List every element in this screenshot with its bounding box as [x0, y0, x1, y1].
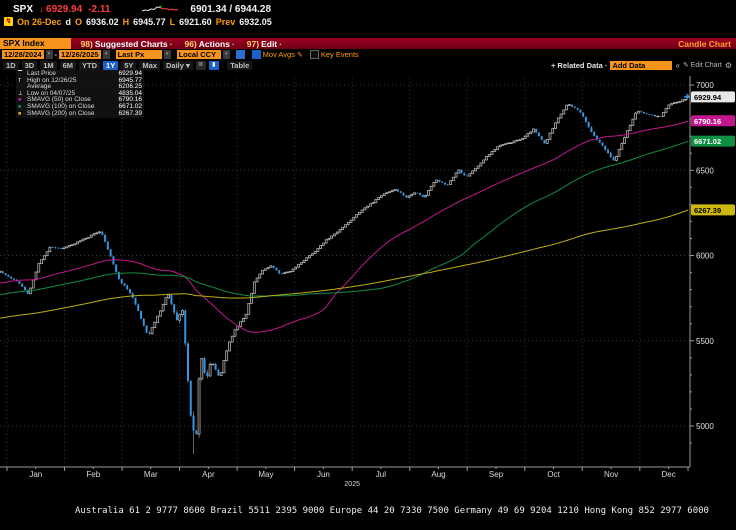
currency-dropdown-icon[interactable]: ▾: [222, 50, 230, 59]
mov-avgs-label[interactable]: Mov Avgs: [262, 50, 295, 59]
menu-item-actions[interactable]: 96) Actions ·: [184, 38, 235, 49]
svg-text:6790.16: 6790.16: [694, 117, 721, 126]
open-value: 6936.02: [86, 16, 119, 27]
period-buttons: 1D 3D 1M 6M YTD 1Y 5Y Max: [3, 60, 160, 70]
calendar-to-icon[interactable]: ▾: [102, 50, 110, 59]
svg-text:Nov: Nov: [604, 470, 618, 479]
down-arrow-icon: ↓: [39, 3, 45, 15]
svg-text:Apr: Apr: [202, 470, 215, 479]
price-field-select[interactable]: Last Px: [115, 50, 162, 59]
frequency-select[interactable]: Daily ▾: [163, 60, 193, 70]
svg-text:6929.94: 6929.94: [694, 93, 722, 102]
high-value: 6945.77: [133, 16, 166, 27]
period-button-6m[interactable]: 6M: [59, 60, 77, 70]
currency-select[interactable]: Local CCY: [176, 50, 221, 59]
last-price: 6929.94: [46, 3, 83, 15]
gear-icon[interactable]: ⚙: [724, 60, 732, 70]
calendar-from-icon[interactable]: ▾: [45, 50, 53, 59]
session-flag: d: [65, 16, 72, 27]
key-events-checkbox[interactable]: [309, 50, 319, 59]
settings-list-icon[interactable]: ≣: [195, 60, 206, 70]
svg-text:2025: 2025: [344, 481, 360, 488]
period-button-5y[interactable]: 5Y: [121, 60, 137, 70]
low-value: 6921.60: [179, 16, 212, 27]
svg-text:Feb: Feb: [86, 470, 100, 479]
svg-text:Jun: Jun: [317, 470, 330, 479]
period-button-1d[interactable]: 1D: [3, 60, 19, 70]
price-change: -2.11: [88, 3, 111, 15]
svg-text:6267.39: 6267.39: [694, 206, 721, 215]
menu-item-edit[interactable]: 97) Edit ·: [246, 38, 282, 49]
chart-area: Jan Feb Mar Apr May Jun Jul Aug Sep Oct Nov Dec 2025…: [0, 68, 736, 488]
date-to-input[interactable]: 12/26/2025: [59, 50, 101, 59]
add-data-input[interactable]: Add Data: [610, 60, 673, 70]
mov-avgs-checkbox[interactable]: [251, 50, 261, 59]
range-dash: -: [54, 50, 58, 59]
legend-row[interactable]: ■ SMAVG (200) on Close 6267.39: [18, 109, 142, 117]
mov-avgs-edit-icon[interactable]: ✎: [296, 51, 303, 59]
chart-type-title: Candle Chart: [678, 38, 731, 49]
prev-label: Prev: [215, 16, 236, 27]
collapse-icon[interactable]: «: [675, 60, 680, 70]
legend-row[interactable]: T High on 12/26/25 6945.77: [18, 76, 142, 84]
svg-text:Aug: Aug: [431, 470, 445, 479]
prev-value: 6932.05: [239, 16, 272, 27]
legend-row[interactable]: ■ SMAVG (100) on Close 6671.02: [18, 102, 142, 110]
period-button-1y[interactable]: 1Y: [103, 60, 119, 70]
svg-text:Dec: Dec: [661, 470, 675, 479]
period-button-max[interactable]: Max: [139, 60, 160, 70]
low-label: L: [169, 16, 176, 27]
svg-text:5000: 5000: [696, 422, 714, 431]
chart-settings-bar: 12/28/2024 ▾ - 12/26/2025 ▾ Last Px ▾ Lo…: [0, 50, 736, 59]
period-button-1m[interactable]: 1M: [40, 60, 57, 70]
date-from-input[interactable]: 12/28/2024: [2, 50, 44, 59]
key-events-label[interactable]: Key Events: [320, 50, 359, 59]
session-label: On 26-Dec: [17, 16, 62, 27]
bid-ask: 6901.34 / 6944.28: [190, 3, 272, 15]
svg-text:6500: 6500: [696, 166, 714, 175]
menu-items: 98) Suggested Charts · 96) Actions · 97) Edit ·: [81, 39, 294, 49]
high-label: H: [122, 16, 130, 27]
candle-chart-canvas[interactable]: Jan Feb Mar Apr May Jun Jul Aug Sep Oct Nov Dec 2025…: [0, 68, 736, 488]
intraday-sparkline: [142, 6, 179, 12]
quote-line-1: SPX ↓ 6929.94 -2.11 6901.34 / 6944.28: [0, 3, 736, 15]
chart-legend[interactable]: ▔ Last Price 6929.94 T High on 12/26/25 6945.…: [16, 70, 144, 119]
menu-item-suggested-charts[interactable]: 98) Suggested Charts ·: [80, 38, 173, 49]
period-bar: 1D 3D 1M 6M YTD 1Y 5Y Max Daily ▾ ≣ ▮ · Table +…: [0, 60, 736, 70]
legend-row[interactable]: ■ SMAVG (50) on Close 6790.16: [18, 96, 142, 104]
table-button[interactable]: Table: [227, 60, 253, 70]
edit-chart-button[interactable]: ✎ Edit Chart: [682, 62, 722, 69]
price-field-dropdown-icon[interactable]: ▾: [163, 50, 171, 59]
period-button-ytd[interactable]: YTD: [79, 60, 101, 70]
svg-text:Oct: Oct: [547, 470, 560, 479]
ticker-symbol: SPX: [13, 3, 34, 15]
related-data-button[interactable]: + Related Data ·: [550, 60, 608, 70]
svg-text:Jul: Jul: [376, 470, 386, 479]
svg-text:May: May: [258, 470, 273, 479]
svg-text:Mar: Mar: [144, 470, 158, 479]
menu-bar: SPX Index 98) Suggested Charts · 96) Actions…: [0, 38, 736, 49]
svg-text:7000: 7000: [696, 81, 714, 90]
study-icon[interactable]: [235, 50, 245, 59]
quote-line-2: ↯ On 26-Dec d O 6936.02 H 6945.77 L 6921…: [0, 16, 736, 27]
open-label: O: [75, 16, 83, 27]
svg-text:Sep: Sep: [489, 470, 504, 479]
svg-text:6671.02: 6671.02: [694, 137, 721, 146]
security-field[interactable]: SPX Index: [0, 38, 71, 49]
period-button-3d[interactable]: 3D: [21, 60, 38, 70]
candle-style-icon[interactable]: ▮: [208, 60, 219, 70]
svg-text:5500: 5500: [696, 337, 714, 346]
svg-text:6000: 6000: [696, 252, 714, 261]
legend-row[interactable]: ▔ Last Price 6929.94: [18, 70, 142, 77]
alert-icon[interactable]: ↯: [4, 17, 13, 26]
legend-row[interactable]: ⊥ Low on 04/07/25 4835.04: [18, 89, 142, 97]
terminal-footer: Australia 61 2 9777 8600 Brazil 5511 239…: [0, 484, 736, 530]
legend-row[interactable]: Average 6206.25: [27, 83, 142, 91]
svg-text:Jan: Jan: [29, 470, 42, 479]
footer-contacts-1: Australia 61 2 9777 8600 Brazil 5511 239…: [75, 506, 709, 516]
